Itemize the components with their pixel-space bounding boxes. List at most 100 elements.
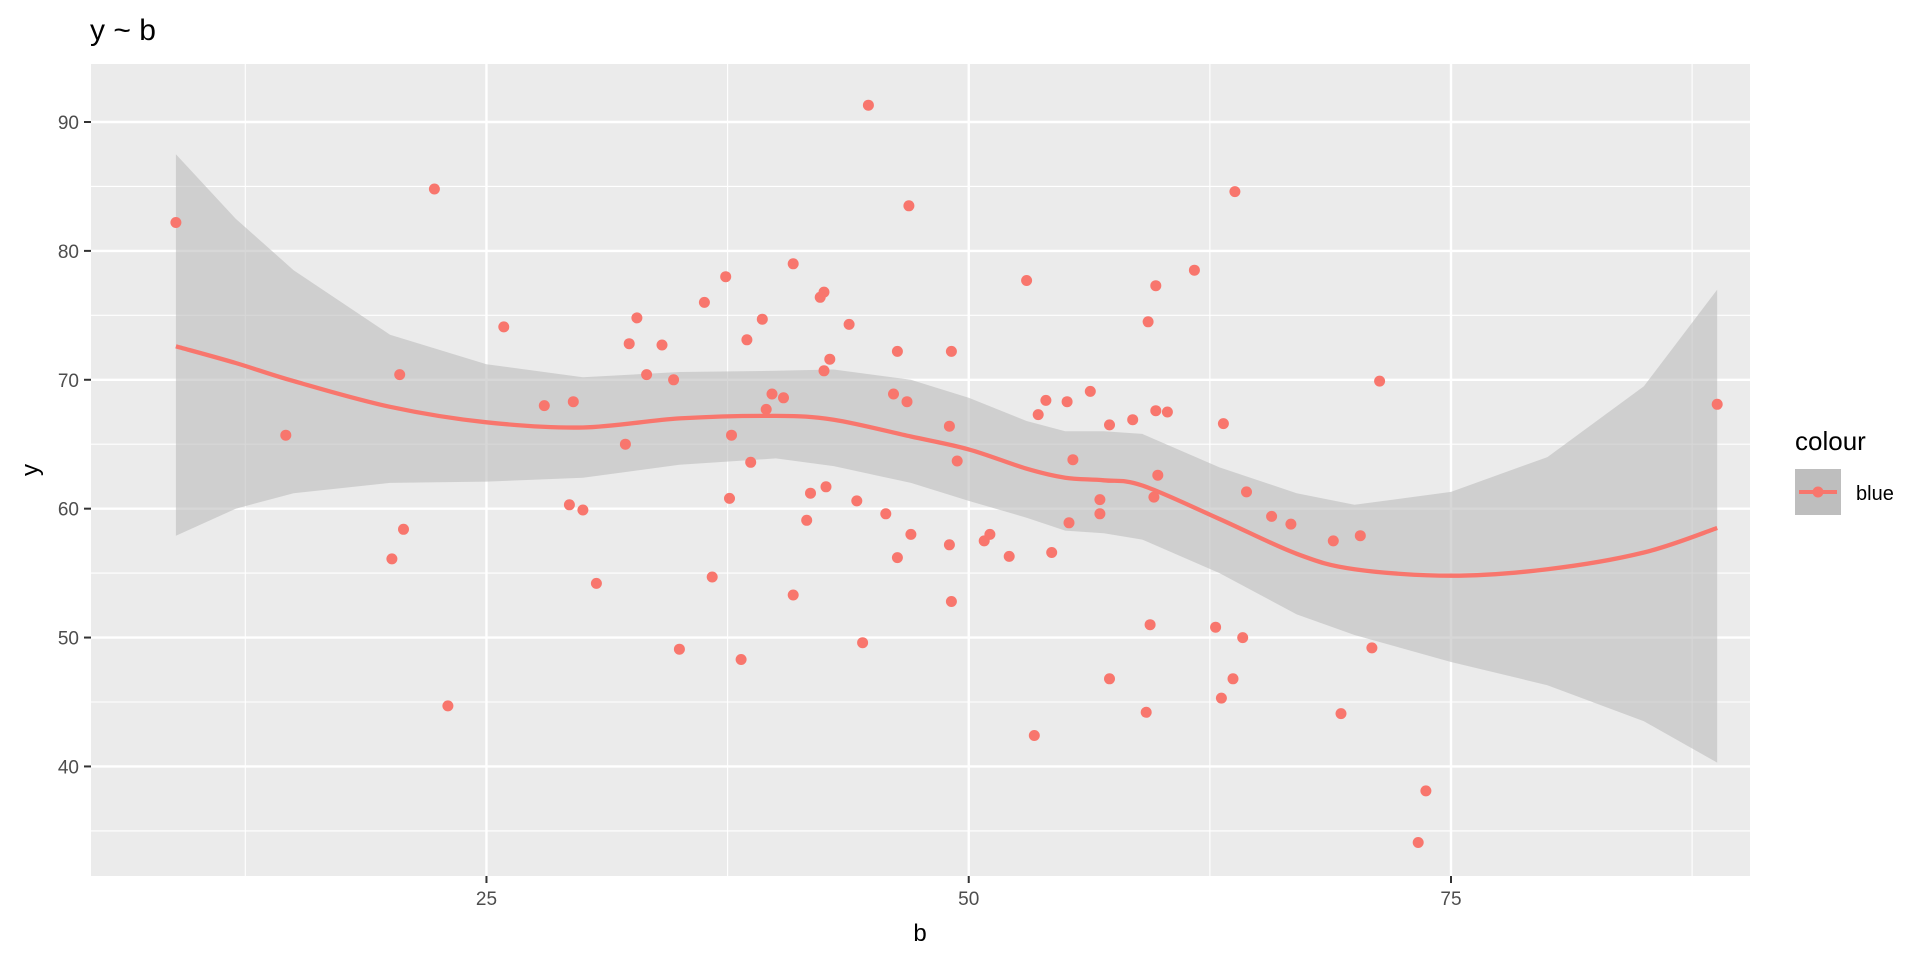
data-point: [818, 286, 830, 298]
data-point: [1063, 517, 1075, 529]
data-point: [1040, 394, 1052, 406]
data-point: [824, 353, 836, 365]
y-tick-label: 90: [58, 113, 79, 134]
data-point: [741, 334, 753, 346]
data-point: [1104, 419, 1115, 431]
data-point: [673, 643, 685, 655]
data-point: [984, 528, 996, 540]
data-point: [888, 388, 899, 400]
x-tick-label: 25: [476, 889, 497, 910]
legend-title: colour: [1795, 426, 1866, 456]
data-point: [787, 589, 799, 601]
y-tick-label: 40: [58, 757, 79, 778]
data-point: [901, 396, 913, 408]
data-point: [698, 296, 710, 308]
data-point: [1061, 396, 1073, 408]
data-point: [1046, 547, 1058, 558]
data-point: [1067, 454, 1079, 466]
data-point: [1032, 409, 1044, 421]
data-point: [631, 312, 643, 324]
data-point: [903, 200, 915, 212]
smooth-line: [175, 344, 1718, 578]
data-point: [538, 400, 550, 412]
data-point: [619, 438, 631, 450]
data-point: [1285, 518, 1297, 530]
data-point: [1148, 491, 1160, 503]
data-point: [805, 487, 816, 499]
data-point: [756, 313, 768, 325]
data-point: [1094, 494, 1106, 506]
data-point: [801, 514, 813, 526]
data-point: [1210, 621, 1222, 633]
data-point: [818, 365, 830, 377]
y-axis-ticks: 40 50 60 70 80 90: [58, 113, 91, 778]
data-point: [1127, 414, 1139, 426]
data-point: [787, 258, 799, 270]
y-axis-title: y: [17, 464, 44, 476]
data-point: [590, 577, 602, 589]
x-tick-label: 75: [1440, 889, 1461, 910]
data-point: [1215, 692, 1227, 704]
data-point: [1104, 673, 1115, 685]
data-point: [1188, 264, 1200, 276]
data-point: [862, 99, 874, 111]
data-point: [1084, 385, 1096, 397]
data-point: [1217, 418, 1229, 430]
x-axis-title: b: [913, 920, 926, 947]
data-point: [656, 339, 668, 351]
data-point: [1140, 706, 1152, 718]
data-point: [891, 345, 903, 357]
data-point: [843, 318, 855, 330]
data-point: [563, 499, 575, 511]
legend: colour blue: [1795, 426, 1894, 515]
data-point: [1237, 632, 1249, 644]
data-point: [567, 396, 579, 408]
data-point: [1094, 508, 1106, 520]
data-point: [428, 183, 440, 195]
y-tick-label: 80: [58, 242, 79, 263]
data-point: [577, 504, 589, 516]
data-point: [720, 271, 732, 283]
data-point: [1003, 550, 1015, 562]
data-point: [820, 481, 832, 493]
data-point: [1420, 785, 1432, 797]
y-tick-label: 50: [58, 629, 79, 650]
data-point: [1366, 642, 1378, 654]
data-point: [724, 492, 735, 504]
data-point: [398, 523, 409, 535]
data-point: [1412, 837, 1424, 848]
data-point: [1327, 535, 1339, 547]
data-point: [1229, 186, 1241, 198]
data-point: [280, 429, 292, 441]
data-point: [945, 596, 957, 607]
data-point: [851, 495, 863, 507]
data-point: [1354, 530, 1366, 542]
data-point: [943, 420, 955, 432]
data-point: [766, 388, 778, 400]
data-point: [498, 321, 510, 333]
data-point: [943, 539, 955, 551]
legend-key-point: [1812, 486, 1824, 498]
data-point: [951, 455, 963, 467]
data-point: [1227, 673, 1239, 685]
y-tick-label: 60: [58, 500, 79, 521]
legend-label-blue: blue: [1856, 483, 1894, 505]
data-point: [905, 528, 917, 540]
data-point: [1152, 469, 1164, 481]
data-point: [442, 700, 454, 712]
data-point: [745, 456, 757, 468]
x-tick-label: 50: [958, 889, 979, 910]
data-point: [945, 345, 957, 357]
data-point: [641, 369, 653, 381]
data-point: [760, 403, 772, 415]
data-point: [706, 571, 718, 583]
data-point: [735, 654, 747, 665]
data-point: [668, 374, 680, 386]
data-point: [1711, 398, 1723, 410]
data-point: [386, 553, 398, 565]
x-axis-ticks: 25 50 75: [476, 876, 1462, 910]
confidence-band: [175, 154, 1718, 763]
chart-title: y ~ b: [90, 14, 156, 47]
data-point: [1374, 375, 1386, 387]
